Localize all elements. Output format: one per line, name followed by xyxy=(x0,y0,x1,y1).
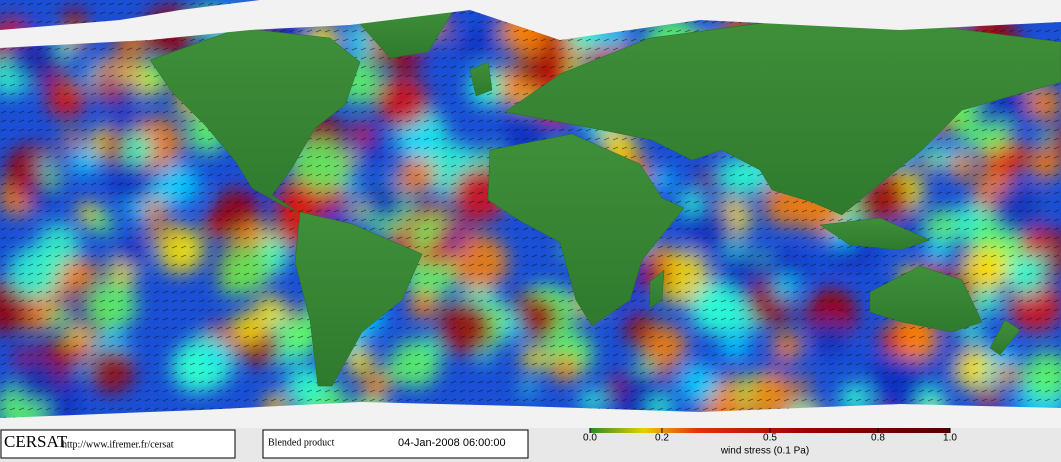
url: http://www.ifremer.fr/cersat xyxy=(62,439,174,450)
footer: CERSAT http://www.ifremer.fr/cersat Blen… xyxy=(0,428,1061,462)
timestamp: 04-Jan-2008 06:00:00 xyxy=(398,437,506,449)
colorbar-tick-label: 0.8 xyxy=(871,433,885,444)
logo: CERSAT xyxy=(4,432,68,451)
colorbar-label: wind stress (0.1 Pa) xyxy=(720,446,809,457)
colorbar-tick-label: 0.2 xyxy=(655,433,669,444)
colorbar-tick-label: 0.5 xyxy=(763,433,777,444)
ice xyxy=(0,0,1061,428)
colorbar-tick-label: 1.0 xyxy=(943,433,957,444)
logo-box xyxy=(0,429,236,459)
product-box xyxy=(262,429,529,459)
colorbar-tick-label: 0.0 xyxy=(583,433,597,444)
product: Blended product xyxy=(268,437,335,448)
land xyxy=(149,7,1061,387)
